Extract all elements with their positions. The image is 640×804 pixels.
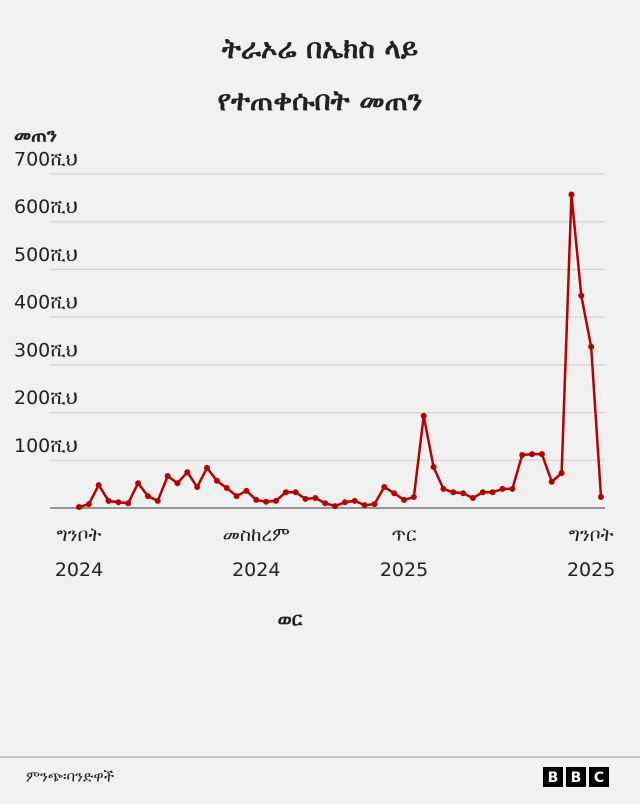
point <box>154 497 161 504</box>
point <box>440 485 447 492</box>
y-tick-label: 600ሺህ <box>14 196 78 218</box>
chart-title: የተጠቀሱበት መጠን <box>217 84 422 117</box>
point <box>420 412 427 419</box>
point <box>322 500 329 507</box>
point <box>401 496 408 503</box>
point <box>499 485 506 492</box>
point <box>174 480 181 487</box>
point <box>371 501 378 508</box>
x-tick-label: መስከረም 2024 <box>223 524 290 581</box>
point <box>312 494 319 501</box>
x-axis-label: ወር <box>278 609 303 631</box>
point <box>450 489 457 496</box>
point <box>253 496 260 503</box>
point <box>184 469 191 476</box>
point <box>548 478 555 485</box>
line <box>78 193 603 509</box>
point <box>233 493 240 500</box>
y-tick-label: 100ሺህ <box>14 435 78 457</box>
point <box>282 489 289 496</box>
point <box>509 485 516 492</box>
point <box>479 489 486 496</box>
point <box>194 484 201 491</box>
point <box>529 451 536 458</box>
point <box>460 490 467 497</box>
point <box>568 191 575 198</box>
point <box>469 494 476 501</box>
point <box>391 490 398 497</box>
point <box>243 487 250 494</box>
point <box>95 482 102 489</box>
point <box>76 504 82 511</box>
point <box>272 497 279 504</box>
source: ምንጭ፡ባንድዋች <box>26 768 115 787</box>
point <box>332 503 339 510</box>
x-tick-label: ግንቦት 2024 <box>55 524 103 581</box>
point <box>410 494 417 501</box>
point <box>538 451 545 458</box>
point <box>213 477 220 484</box>
point <box>204 464 211 471</box>
point <box>292 489 299 496</box>
x-tick-label: ጥር 2025 <box>380 524 428 581</box>
point <box>351 497 358 504</box>
point <box>341 499 348 506</box>
point <box>302 495 309 502</box>
point <box>164 473 171 480</box>
chart-title: ትራኦሬ በኤክስ ላይ <box>221 32 418 65</box>
logo-letter: C <box>594 770 604 786</box>
point <box>489 489 496 496</box>
y-tick-label: 400ሺህ <box>14 292 78 314</box>
point <box>430 463 437 470</box>
logo-letter: B <box>571 770 582 786</box>
point <box>519 452 526 459</box>
point <box>558 470 565 477</box>
point <box>578 292 585 299</box>
point <box>588 343 595 350</box>
point <box>135 480 142 487</box>
point <box>361 502 368 509</box>
logo-box <box>589 767 609 787</box>
y-tick-label: 700ሺህ <box>14 149 78 171</box>
y-tick-label: 500ሺህ <box>14 244 78 266</box>
point <box>115 499 122 506</box>
point <box>105 497 112 504</box>
y-tick-label: 200ሺህ <box>14 387 78 409</box>
x-tick-label: ግንቦት 2025 <box>567 524 615 581</box>
logo-box <box>543 767 563 787</box>
logo-letter: B <box>548 770 559 786</box>
point <box>144 493 151 500</box>
point <box>381 484 388 491</box>
point <box>125 500 132 507</box>
point <box>85 501 92 508</box>
point <box>263 498 270 505</box>
y-axis-label: መጠን <box>14 125 57 147</box>
point <box>598 494 604 501</box>
y-tick-label: 300ሺህ <box>14 339 78 361</box>
point <box>223 484 230 491</box>
logo-box <box>566 767 586 787</box>
